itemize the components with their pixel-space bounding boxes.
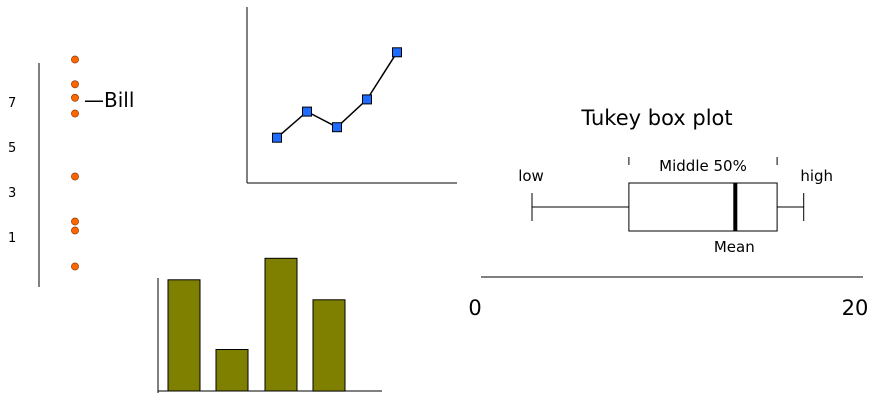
scatter-point	[71, 172, 79, 181]
line-point	[302, 106, 312, 117]
bar	[312, 299, 346, 392]
scatter-point	[71, 217, 79, 226]
box-label-mean: Mean	[714, 238, 755, 256]
bar-chart	[157, 257, 382, 393]
box-plot: Tukey box plot low Middle 50% high Mean …	[468, 106, 868, 320]
box-label-high: high	[800, 167, 833, 185]
scatter-point	[71, 262, 79, 271]
box-plot-title: Tukey box plot	[580, 106, 732, 130]
dot-plot: 7 5 3 1 —Bill	[8, 55, 134, 287]
box-label-low: low	[518, 167, 544, 185]
line-point	[392, 47, 402, 58]
bar	[264, 257, 298, 392]
dot-annotation: —Bill	[84, 88, 134, 112]
box-axis-tick-label: 0	[468, 296, 481, 320]
line-point	[362, 94, 372, 105]
bar	[215, 349, 249, 392]
scatter-point	[71, 226, 79, 235]
box-label-middle: Middle 50%	[659, 157, 747, 175]
scatter-point	[71, 55, 79, 64]
line-point	[272, 132, 282, 143]
bar	[167, 279, 201, 392]
scatter-point	[71, 93, 79, 102]
box-axis-tick-label: 20	[842, 296, 869, 320]
scatter-point	[71, 80, 79, 89]
box-iqr	[628, 182, 778, 232]
dot-plot-tick-label: 7	[8, 96, 16, 111]
line-chart	[246, 7, 457, 184]
dot-plot-tick-label: 5	[8, 141, 16, 156]
dot-plot-tick-label: 1	[8, 231, 16, 246]
dot-plot-tick-label: 3	[8, 186, 16, 201]
line-point	[332, 122, 342, 133]
scatter-point	[71, 109, 79, 118]
